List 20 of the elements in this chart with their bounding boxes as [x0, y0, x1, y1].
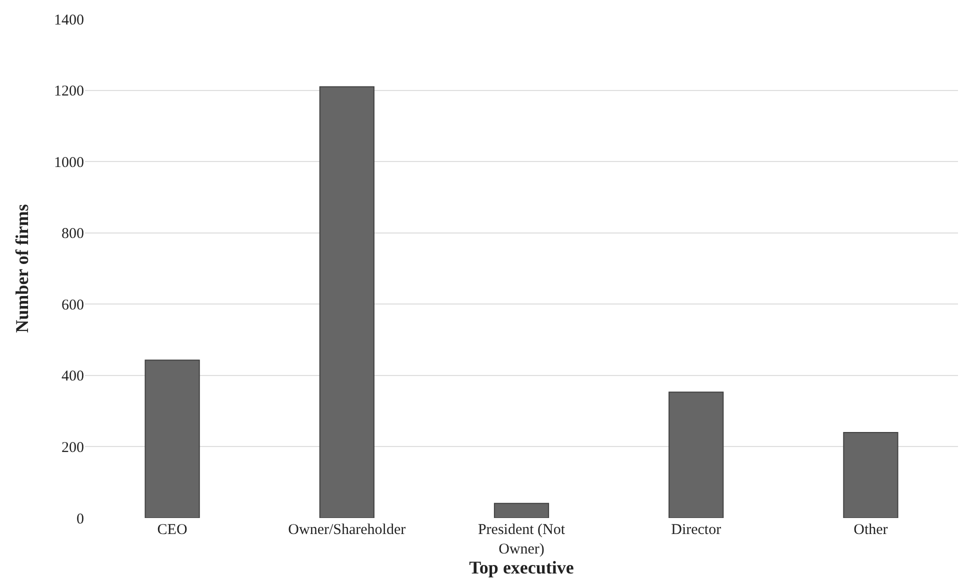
bar [494, 502, 550, 518]
y-tick-label: 1400 [54, 12, 84, 28]
x-tick-label: Other [854, 522, 888, 538]
y-tick-label: 200 [62, 440, 84, 456]
x-tick-label: President (Not Owner) [478, 522, 566, 558]
x-axis-title: Top executive [469, 558, 574, 578]
y-tick-label: 600 [62, 297, 84, 314]
y-tick-label: 400 [62, 368, 84, 385]
x-tick-label: Owner/Shareholder [288, 522, 406, 538]
y-tick-label: 1000 [54, 154, 84, 171]
y-tick-label: 1200 [54, 84, 84, 100]
y-tick-label: 800 [62, 226, 84, 242]
y-tick-label: 0 [76, 511, 84, 528]
bar [668, 392, 724, 518]
bar [843, 432, 898, 518]
bar [144, 360, 200, 518]
x-tick-label: CEO [157, 522, 188, 538]
bar [319, 86, 374, 518]
y-axis-title: Number of firms [12, 204, 32, 333]
x-tick-label: Director [671, 522, 722, 538]
